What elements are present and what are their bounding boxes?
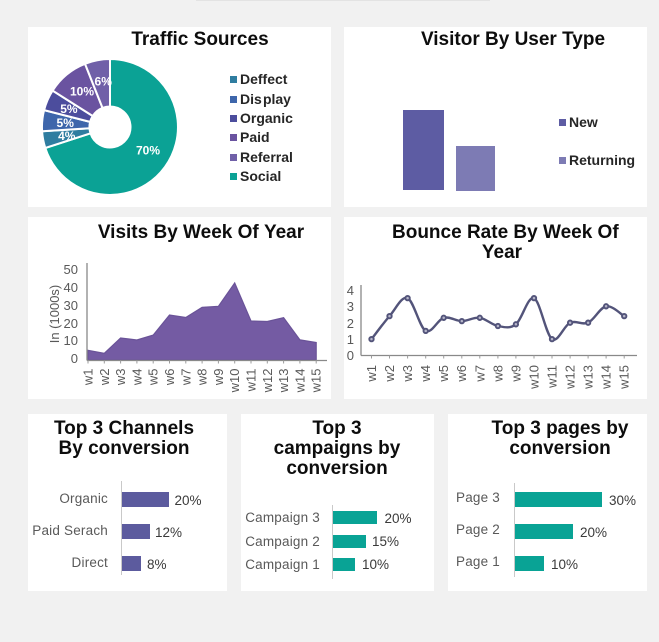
svg-text:10%: 10%	[70, 84, 94, 98]
svg-text:w2: w2	[97, 369, 112, 387]
svg-text:w11: w11	[244, 369, 259, 393]
svg-text:5%: 5%	[60, 102, 78, 116]
svg-text:w4: w4	[418, 365, 433, 383]
svg-text:w4: w4	[129, 369, 144, 387]
svg-text:w11: w11	[545, 365, 560, 389]
svg-text:w3: w3	[113, 369, 128, 387]
svg-text:w9: w9	[508, 365, 523, 383]
svg-text:w2: w2	[382, 365, 397, 383]
svg-text:w7: w7	[472, 365, 487, 383]
svg-text:w6: w6	[162, 369, 177, 387]
svg-text:w12: w12	[260, 369, 275, 394]
svg-text:w1: w1	[364, 365, 379, 383]
svg-text:w6: w6	[454, 365, 469, 383]
svg-text:w3: w3	[400, 365, 415, 383]
svg-text:w8: w8	[195, 369, 210, 387]
svg-text:w14: w14	[599, 365, 614, 390]
svg-text:w12: w12	[563, 365, 578, 390]
svg-text:w15: w15	[617, 365, 632, 390]
svg-text:4%: 4%	[58, 129, 76, 143]
svg-text:w7: w7	[178, 369, 193, 387]
svg-text:w1: w1	[81, 369, 96, 387]
svg-text:w5: w5	[436, 365, 451, 383]
svg-text:w9: w9	[211, 369, 226, 387]
svg-text:70%: 70%	[136, 144, 160, 158]
svg-text:w13: w13	[276, 369, 291, 394]
svg-text:5%: 5%	[57, 116, 75, 130]
svg-text:w14: w14	[292, 369, 307, 394]
svg-text:w10: w10	[227, 369, 242, 394]
svg-text:w5: w5	[146, 369, 161, 387]
svg-text:6%: 6%	[95, 74, 113, 88]
svg-text:w15: w15	[309, 369, 324, 394]
svg-text:w10: w10	[527, 365, 542, 390]
svg-text:w8: w8	[490, 365, 505, 383]
svg-text:w13: w13	[581, 365, 596, 390]
